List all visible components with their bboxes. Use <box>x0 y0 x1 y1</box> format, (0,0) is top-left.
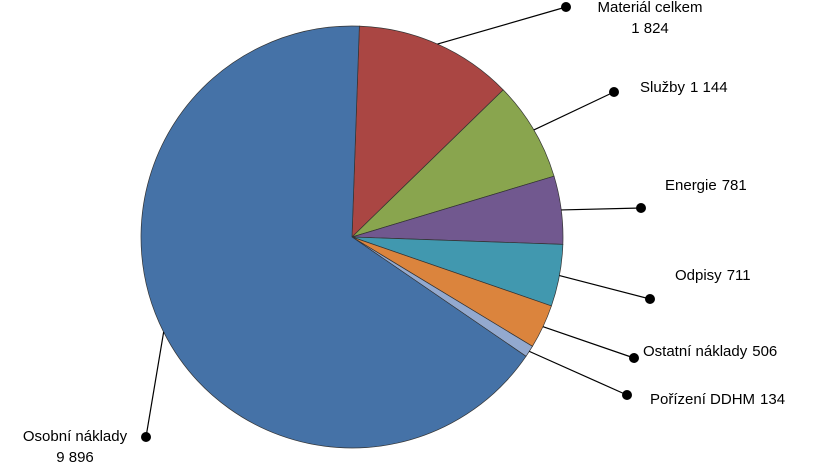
value-label: 506 <box>752 343 777 360</box>
category-name: Odpisy <box>675 267 722 284</box>
leader-dot <box>561 2 571 12</box>
leader-dot <box>609 87 619 97</box>
pie-slice <box>140 25 527 449</box>
data-label: Osobní náklady 9 896 <box>23 428 128 464</box>
category-name: Služby <box>640 79 686 96</box>
value-label: 134 <box>760 391 785 408</box>
leader-dot <box>141 432 151 442</box>
leader-dot <box>622 390 632 400</box>
pie-slice <box>351 25 504 238</box>
value-label: 9 896 <box>56 449 94 464</box>
leader-line <box>437 6 567 45</box>
leader-line <box>559 274 651 300</box>
data-label: Materiál celkem 1 824 <box>597 0 702 37</box>
value-label: 711 <box>727 267 751 284</box>
category-name: Ostatní náklady <box>643 343 748 360</box>
leader-line <box>145 331 165 438</box>
data-label: Služby 1 144 <box>640 79 728 96</box>
leader-line <box>529 350 628 396</box>
leader-dot <box>629 353 639 363</box>
category-name: Pořízení DDHM <box>650 391 755 408</box>
value-label: 1 144 <box>690 79 728 96</box>
category-name: Energie <box>665 177 717 194</box>
leader-dot <box>636 203 646 213</box>
pie-slice <box>351 89 555 238</box>
category-name: Materiál celkem <box>597 0 702 16</box>
value-label: 781 <box>722 177 747 194</box>
leader-line <box>542 326 635 359</box>
data-label: Pořízení DDHM 134 <box>650 391 785 408</box>
value-label: 1 824 <box>631 20 669 37</box>
category-name: Osobní náklady <box>23 428 128 445</box>
data-label: Energie 781 <box>665 177 747 194</box>
leader-dot <box>645 294 655 304</box>
data-label: Ostatní náklady 506 <box>643 343 777 360</box>
data-label: Odpisy 711 <box>675 267 751 284</box>
leader-line <box>533 91 615 131</box>
leader-line <box>561 207 642 211</box>
